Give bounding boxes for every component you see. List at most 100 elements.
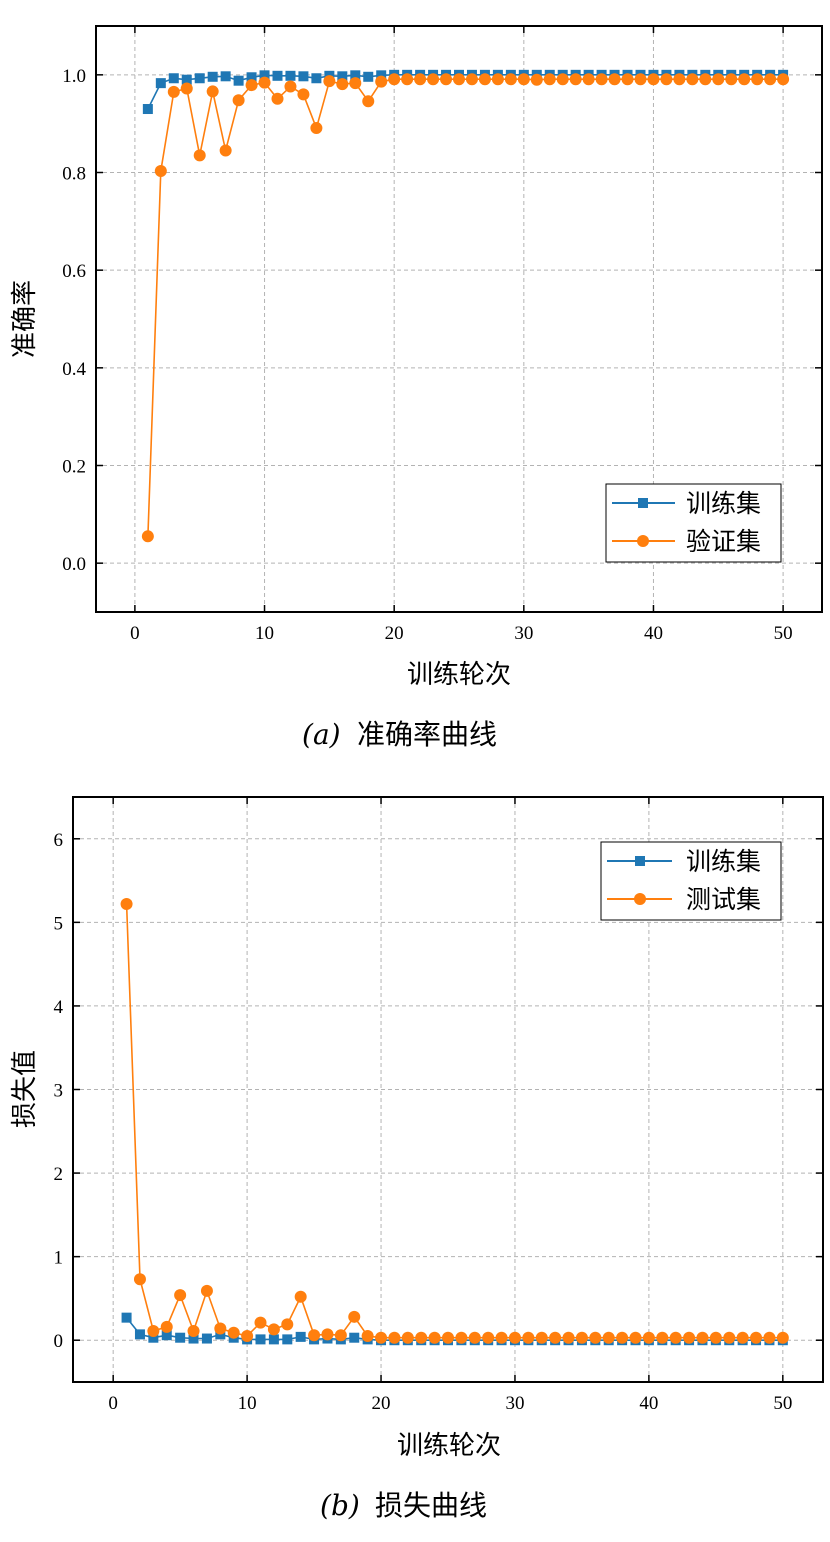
loss-y-tick-label: 5 <box>54 913 64 934</box>
loss-series-1-point <box>200 1284 213 1297</box>
accuracy-series-1-point <box>569 73 582 86</box>
accuracy-series-0-point <box>298 71 309 82</box>
loss-series-0-point <box>268 1334 279 1345</box>
accuracy-series-1-point <box>323 75 336 88</box>
loss-series-1-point <box>602 1331 615 1344</box>
loss-series-1-point <box>589 1331 602 1344</box>
accuracy-series-1-point <box>465 73 478 86</box>
accuracy-series-0-point <box>285 70 296 81</box>
accuracy-series-1-point <box>673 73 686 86</box>
accuracy-x-tick-label: 30 <box>514 623 533 644</box>
accuracy-series-1-point <box>349 77 362 90</box>
accuracy-series-0-point <box>194 73 205 84</box>
accuracy-series-1-point <box>297 88 310 101</box>
accuracy-series-1-point <box>206 85 219 98</box>
accuracy-series-1-point <box>517 73 530 86</box>
accuracy-legend-val-marker <box>637 535 649 547</box>
accuracy-series-0-point <box>142 104 153 115</box>
loss-series-1-point <box>348 1310 361 1323</box>
accuracy-series-1-point <box>595 73 608 86</box>
loss-series-1-point <box>723 1331 736 1344</box>
loss-y-tick-label: 3 <box>54 1081 64 1102</box>
accuracy-x-tick-label: 0 <box>130 623 140 644</box>
loss-series-1-point <box>750 1331 763 1344</box>
accuracy-chart: 0 10 20 30 40 50 0.0 0.2 0.4 0.6 0.8 1.0 训练轮次 准确率 训… <box>10 25 823 751</box>
loss-series-1-point <box>696 1331 709 1344</box>
loss-series <box>120 897 789 1346</box>
accuracy-series-1-point <box>751 73 764 86</box>
accuracy-series-1-point <box>699 73 712 86</box>
loss-series-1-point <box>174 1289 187 1302</box>
loss-series-1-point <box>254 1316 267 1329</box>
accuracy-series-1-point <box>427 73 440 86</box>
accuracy-series-1-point <box>582 73 595 86</box>
accuracy-series-1-point <box>401 73 414 86</box>
loss-ticks: 0 10 20 30 40 50 0 1 2 3 4 5 6 <box>54 797 823 1414</box>
loss-y-tick-label: 6 <box>54 830 64 851</box>
accuracy-series-1-point <box>284 80 297 93</box>
accuracy-series-1-point <box>556 73 569 86</box>
accuracy-series-1-point <box>193 149 206 162</box>
accuracy-series-0-point <box>272 70 283 81</box>
accuracy-series <box>141 69 790 543</box>
loss-y-axis-label: 损失值 <box>10 1050 40 1128</box>
accuracy-series-0-point <box>311 73 322 84</box>
accuracy-series-1-point <box>764 73 777 86</box>
accuracy-series-1-point <box>634 73 647 86</box>
accuracy-y-tick-label: 0.2 <box>62 457 86 478</box>
accuracy-series-1-point <box>258 76 271 89</box>
loss-series-1-point <box>669 1331 682 1344</box>
loss-x-tick-label: 40 <box>639 1393 658 1414</box>
loss-legend-test-marker <box>634 893 646 905</box>
accuracy-y-tick-label: 0.4 <box>62 359 86 380</box>
accuracy-series-1-point <box>388 73 401 86</box>
loss-series-1-point <box>147 1325 160 1338</box>
loss-series-1-point <box>763 1331 776 1344</box>
accuracy-x-tick-label: 10 <box>255 623 274 644</box>
accuracy-series-1-point <box>180 82 193 95</box>
loss-series-1-point <box>294 1290 307 1303</box>
accuracy-series-1-point <box>777 73 790 86</box>
loss-x-tick-label: 10 <box>238 1393 257 1414</box>
loss-series-1-point <box>549 1331 562 1344</box>
loss-x-tick-label: 30 <box>505 1393 524 1414</box>
accuracy-series-1-point <box>621 73 634 86</box>
loss-series-1-point <box>656 1331 669 1344</box>
accuracy-series-1-point <box>453 73 465 86</box>
accuracy-series-0-point <box>220 71 231 82</box>
accuracy-y-tick-label: 0.0 <box>62 554 86 575</box>
loss-series-1-point <box>683 1331 696 1344</box>
accuracy-series-0-point <box>337 71 348 82</box>
loss-series-1-point <box>361 1330 374 1343</box>
loss-series-1-point <box>535 1331 548 1344</box>
loss-x-tick-label: 50 <box>773 1393 792 1414</box>
accuracy-series-0-point <box>181 74 192 85</box>
accuracy-series-1-point <box>712 73 725 86</box>
accuracy-legend-train-label: 训练集 <box>686 489 761 518</box>
loss-series-1-point <box>375 1331 388 1344</box>
loss-legend: 训练集 测试集 <box>600 841 782 921</box>
loss-series-1-point <box>334 1329 347 1342</box>
loss-series-1-point <box>522 1331 535 1344</box>
accuracy-series-1-point <box>167 85 180 98</box>
accuracy-y-tick-label: 0.6 <box>62 261 86 282</box>
accuracy-series-1-point <box>154 165 167 178</box>
accuracy-series-1-point <box>362 95 375 108</box>
loss-legend-box <box>600 841 782 921</box>
loss-series-1-point <box>133 1273 146 1286</box>
accuracy-y-axis-label: 准确率 <box>10 280 40 358</box>
loss-series-1-point <box>468 1331 481 1344</box>
accuracy-series-0-point <box>233 75 244 86</box>
loss-series-1-point <box>321 1328 334 1341</box>
accuracy-series-1-point <box>375 75 388 88</box>
loss-y-tick-label: 1 <box>54 1248 64 1269</box>
accuracy-legend-train-marker <box>638 498 648 508</box>
accuracy-series-0-point <box>350 70 361 81</box>
loss-legend-train-label: 训练集 <box>686 847 761 876</box>
loss-legend-train-marker <box>635 856 645 866</box>
loss-caption: (b) 损失曲线 <box>320 1489 487 1522</box>
loss-series-0-point <box>161 1330 172 1341</box>
loss-series-1-point <box>616 1331 629 1344</box>
loss-y-tick-label: 4 <box>54 997 64 1018</box>
accuracy-series-1-point <box>336 78 349 91</box>
